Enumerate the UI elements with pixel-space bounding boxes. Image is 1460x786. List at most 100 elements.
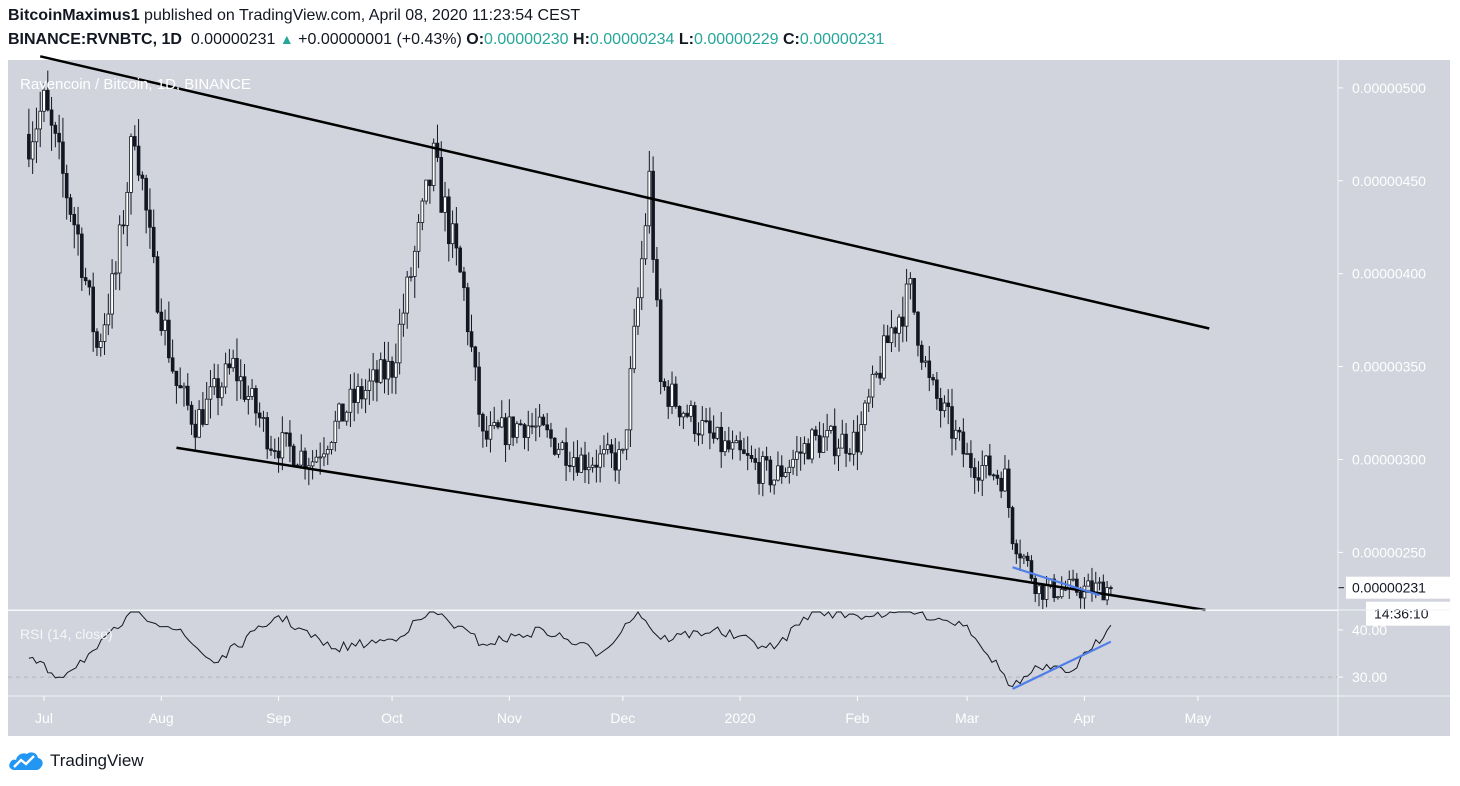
candle (602, 435, 606, 468)
candle (367, 368, 372, 405)
candle-body (125, 191, 130, 226)
candle-body (1003, 468, 1007, 492)
candle-body (715, 426, 720, 439)
candle (465, 282, 470, 346)
candle-body (363, 390, 368, 400)
candle (537, 404, 542, 438)
candle (462, 266, 466, 301)
candle-body (378, 359, 383, 383)
candle (484, 416, 489, 447)
candle (568, 451, 572, 473)
candle (496, 419, 500, 430)
rsi-title: RSI (14, close) (20, 626, 113, 642)
candle (942, 395, 947, 418)
candle (216, 364, 220, 416)
candle-body (447, 196, 451, 245)
low-value: 0.00000229 (694, 31, 779, 48)
candle-body (499, 417, 504, 428)
candle (333, 410, 338, 452)
candle (250, 379, 254, 401)
tradingview-logo[interactable]: TradingView (8, 750, 144, 772)
candle (681, 411, 686, 430)
candle-body (972, 467, 977, 479)
candle (469, 314, 474, 352)
candle (689, 400, 693, 423)
candle (193, 409, 198, 451)
candle (1018, 539, 1022, 571)
candle-body (208, 386, 213, 400)
candle-body (935, 379, 939, 399)
candle (965, 442, 969, 455)
candle (197, 400, 201, 438)
candle-body (117, 224, 122, 274)
y-tick-label: 0.00000350 (1352, 359, 1426, 375)
candle (182, 382, 186, 407)
candle (935, 372, 939, 410)
candle (991, 473, 996, 481)
candle-body (235, 357, 239, 382)
candle-body (586, 466, 591, 471)
candle-body (185, 385, 190, 406)
candle-body (83, 277, 88, 282)
candle-body (889, 327, 894, 344)
candle (624, 429, 629, 461)
candle-body (136, 145, 141, 176)
candle-body (1010, 507, 1015, 545)
x-tick-label: Jul (35, 710, 53, 726)
candle (685, 404, 689, 419)
candle-body (734, 440, 739, 444)
candle (586, 452, 591, 484)
candle-body (965, 453, 969, 455)
candle-body (821, 436, 826, 453)
candle-body (132, 136, 137, 147)
rsi-pane[interactable] (8, 611, 1338, 696)
cloud-icon (9, 752, 43, 770)
candle (503, 412, 508, 463)
candle-body (140, 174, 145, 179)
author-name[interactable]: BitcoinMaximus1 (8, 7, 140, 24)
candle-body (91, 286, 95, 333)
price-pane[interactable] (8, 60, 1338, 610)
candle (745, 436, 750, 471)
candle (866, 388, 871, 413)
time-scale[interactable] (8, 696, 1338, 736)
candle-body (613, 452, 618, 471)
candle-body (1025, 555, 1030, 561)
candle (1029, 555, 1034, 582)
candle-body (473, 346, 478, 368)
candle (897, 314, 901, 352)
candle-body (458, 247, 462, 273)
candle (901, 296, 905, 343)
candle-body (216, 378, 220, 399)
candle (764, 446, 769, 471)
candle (1052, 574, 1056, 602)
candle-body (953, 429, 958, 439)
candle (212, 363, 217, 396)
candle-body (72, 214, 77, 226)
candle-body (1040, 585, 1045, 600)
candle (242, 363, 247, 403)
candle (34, 107, 39, 164)
candle-body (530, 425, 534, 428)
candle-body (590, 464, 595, 468)
candle (598, 445, 602, 483)
candle-body (749, 455, 754, 459)
up-arrow-icon: ▲ (279, 31, 294, 47)
candle (1101, 574, 1106, 601)
rsi-y-tick-label: 40.00 (1352, 622, 1387, 638)
candle-body (522, 424, 527, 438)
candle (1003, 455, 1007, 492)
candle-body (276, 450, 281, 459)
candle-body (174, 370, 179, 386)
candle-body (866, 396, 871, 404)
candle (798, 437, 803, 471)
candle (189, 401, 194, 435)
high-label: H: (573, 31, 590, 48)
candle (723, 430, 727, 456)
candle-body (791, 458, 795, 468)
candle-body (250, 388, 254, 397)
trendlines[interactable] (39, 55, 1210, 690)
candle (806, 438, 811, 460)
candle (757, 447, 761, 495)
